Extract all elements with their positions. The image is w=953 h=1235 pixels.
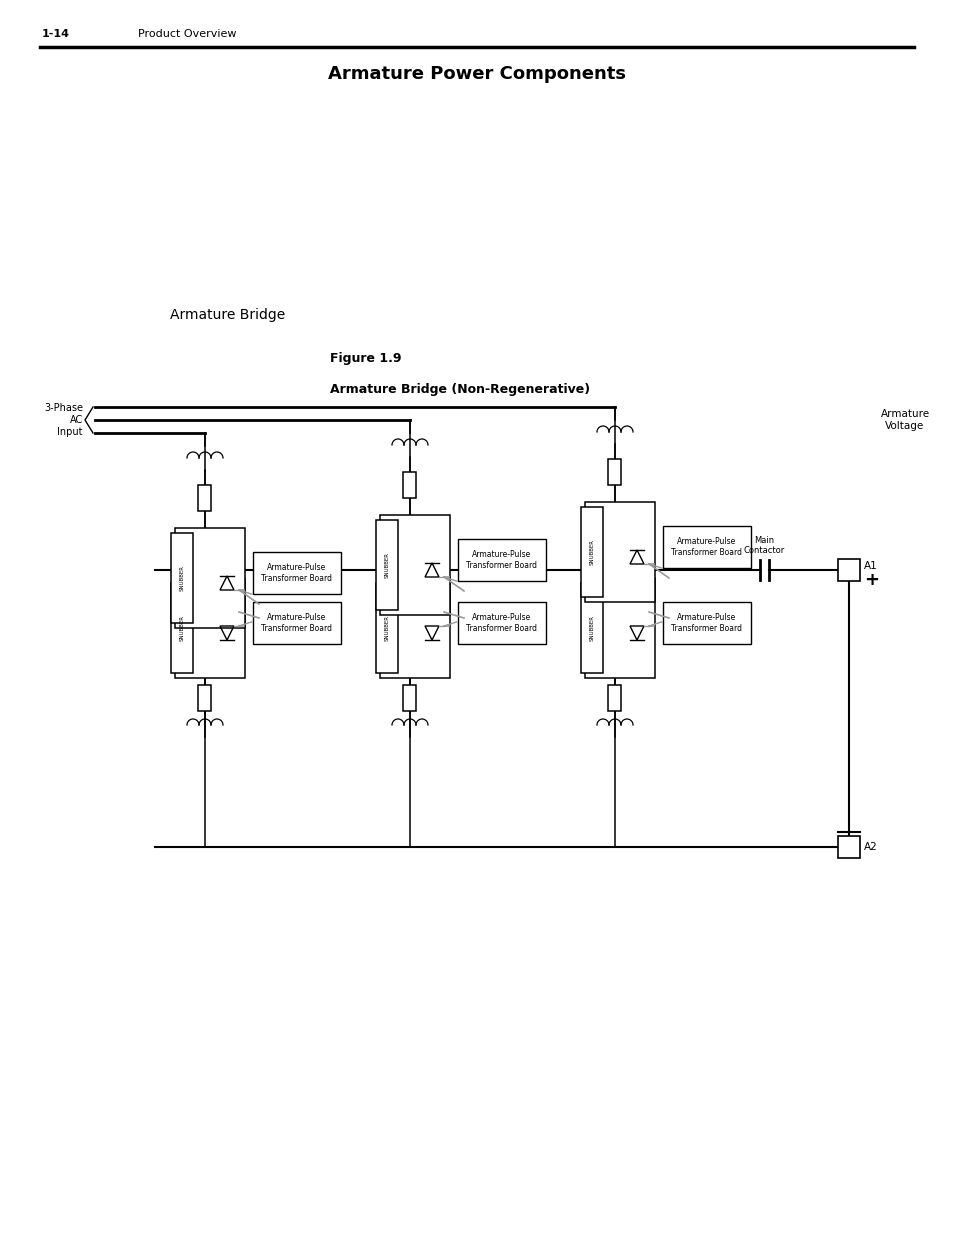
Text: Armature
Voltage: Armature Voltage (880, 409, 928, 431)
Bar (171, 534, 193, 622)
Text: A2: A2 (863, 842, 877, 852)
Bar (580, 583, 602, 673)
Text: Armature Power Components: Armature Power Components (328, 65, 625, 83)
Text: Figure 1.9: Figure 1.9 (330, 352, 401, 366)
Bar (253, 552, 340, 594)
Bar (662, 526, 750, 568)
Text: SNUBBER: SNUBBER (384, 615, 389, 641)
Bar (837, 836, 859, 858)
Text: SNUBBER: SNUBBER (179, 615, 184, 641)
Bar (198, 685, 212, 711)
Text: Armature-Pulse
Transformer Board: Armature-Pulse Transformer Board (466, 614, 537, 632)
Text: Armature-Pulse
Transformer Board: Armature-Pulse Transformer Board (466, 551, 537, 569)
Text: Armature Bridge: Armature Bridge (170, 308, 285, 322)
Bar (837, 559, 859, 580)
Text: Armature-Pulse
Transformer Board: Armature-Pulse Transformer Board (671, 614, 741, 632)
Bar (403, 685, 416, 711)
Text: Armature Bridge (Non-Regenerative): Armature Bridge (Non-Regenerative) (330, 383, 590, 396)
Bar (375, 520, 397, 610)
Bar (379, 515, 450, 615)
Bar (608, 459, 620, 485)
Bar (198, 485, 212, 511)
Bar (584, 578, 655, 678)
Bar (253, 601, 340, 643)
Bar (375, 583, 397, 673)
Text: SNUBBER: SNUBBER (179, 564, 184, 592)
Bar (457, 538, 545, 580)
Bar (174, 529, 245, 629)
Text: SNUBBER: SNUBBER (589, 538, 594, 564)
Text: Armature-Pulse
Transformer Board: Armature-Pulse Transformer Board (671, 537, 741, 557)
Bar (608, 685, 620, 711)
Text: Product Overview: Product Overview (138, 28, 236, 40)
Bar (580, 508, 602, 597)
Text: Main
Contactor: Main Contactor (743, 536, 784, 555)
Bar (379, 578, 450, 678)
Text: +: + (863, 571, 878, 589)
Bar (174, 578, 245, 678)
Bar (403, 472, 416, 498)
Text: Armature-Pulse
Transformer Board: Armature-Pulse Transformer Board (261, 563, 333, 583)
Bar (457, 601, 545, 643)
Bar (662, 601, 750, 643)
Text: 3-Phase
AC
Input: 3-Phase AC Input (44, 404, 83, 437)
Text: A1: A1 (863, 561, 877, 571)
Text: SNUBBER: SNUBBER (384, 552, 389, 578)
Text: 1-14: 1-14 (42, 28, 70, 40)
Text: Armature-Pulse
Transformer Board: Armature-Pulse Transformer Board (261, 614, 333, 632)
Bar (171, 583, 193, 673)
Text: SNUBBER: SNUBBER (589, 615, 594, 641)
Bar (584, 501, 655, 601)
